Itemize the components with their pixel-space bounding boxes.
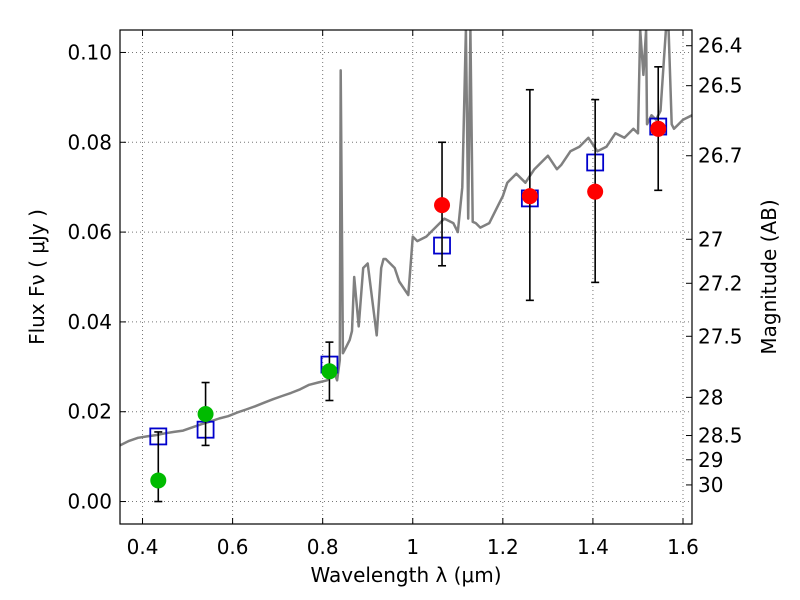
mag-tick-label: 26.4: [698, 34, 743, 58]
observed-point: [321, 363, 338, 380]
observed-point: [150, 472, 167, 489]
x-axis-title: Wavelength λ (μm): [310, 563, 501, 587]
mag-tick-label: 26.5: [698, 74, 743, 98]
observed-point: [587, 183, 604, 200]
mag-tick-label: 26.7: [698, 144, 743, 168]
mag-tick-label: 28.5: [698, 424, 743, 448]
x-tick-label: 1.2: [487, 535, 519, 559]
grid: [120, 30, 692, 524]
y2-axis-title: Magnitude (AB): [757, 199, 781, 354]
observed-point: [434, 197, 451, 214]
y-tick-label: 0.10: [67, 40, 112, 64]
mag-tick-label: 30: [698, 473, 723, 497]
x-tick-label: 0.4: [127, 535, 159, 559]
axes: 0.4 0.6 0.8 1 1.2 1.4 1.6 0.00 0.02 0.04 0.06 0.08 0…: [67, 29, 743, 559]
observed-point: [650, 120, 667, 137]
y-tick-label: 0.00: [67, 490, 112, 514]
mag-tick-label: 29: [698, 448, 723, 472]
observed-point: [521, 188, 538, 205]
data-layer: [120, 30, 692, 503]
x-tick-label: 1.6: [667, 535, 699, 559]
y-axis-title: Flux Fν ( μJy ): [25, 209, 49, 345]
x-tick-label: 1: [406, 535, 419, 559]
y-tick-label: 0.06: [67, 220, 112, 244]
plot-frame: [119, 29, 693, 525]
mag-tick-label: 27.5: [698, 324, 743, 348]
x-tick-label: 0.6: [217, 535, 249, 559]
observed-point: [197, 405, 214, 422]
y-tick-label: 0.08: [67, 130, 112, 154]
mag-tick-label: 28: [698, 385, 723, 409]
x-tick-label: 1.4: [577, 535, 609, 559]
mag-tick-label: 27: [698, 227, 723, 251]
y-tick-label: 0.04: [67, 310, 112, 334]
mag-tick-label: 27.2: [698, 271, 743, 295]
y-tick-label: 0.02: [67, 400, 112, 424]
x-tick-label: 0.8: [307, 535, 339, 559]
spectrum-line: [120, 30, 692, 447]
